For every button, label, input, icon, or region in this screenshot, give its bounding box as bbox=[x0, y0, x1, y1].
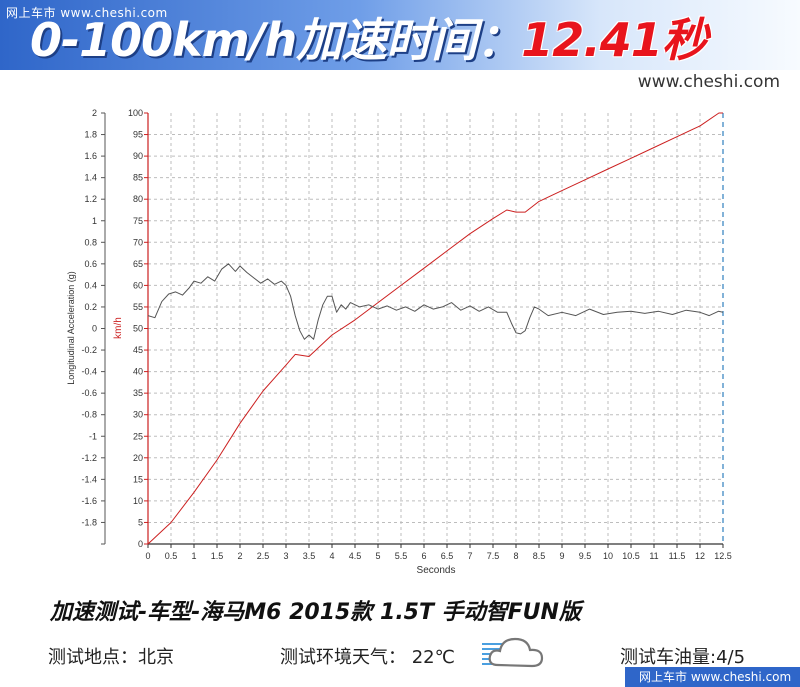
y-left-tick-label: -1.4 bbox=[81, 474, 97, 484]
acceleration-chart: 0 0.5 1 1.5 2 2.5 3 3.5 4 4.5 5 5.5 6 6.5 7 7.5 8 8.5 9 9.5… bbox=[66, 108, 732, 576]
x-tick-label: 7 bbox=[467, 551, 472, 561]
y-left-tick-label: -0.4 bbox=[81, 367, 97, 377]
speed-series-line bbox=[147, 112, 723, 545]
y-right-tick-label: 95 bbox=[133, 130, 143, 140]
y-left-tick-label: -0.2 bbox=[81, 345, 97, 355]
watermark-bottom: 网上车市 www.cheshi.com bbox=[625, 667, 800, 687]
y-right-tick-label: 90 bbox=[133, 151, 143, 161]
y-right-tick-label: 70 bbox=[133, 237, 143, 247]
y-left-tick-label: 1.6 bbox=[84, 151, 97, 161]
y-left-tick-label: -0.8 bbox=[81, 410, 97, 420]
y-right-tick-label: 25 bbox=[133, 431, 143, 441]
y-left-tick-label: 2 bbox=[92, 108, 97, 118]
x-tick-label: 8 bbox=[513, 551, 518, 561]
x-tick-label: 10.5 bbox=[622, 551, 640, 561]
y-left-tick-label: 0.6 bbox=[84, 259, 97, 269]
y-right-tick-label: 45 bbox=[133, 345, 143, 355]
y-left-tick-label: -0.6 bbox=[81, 388, 97, 398]
y-left-tick-label: 1.4 bbox=[84, 173, 97, 183]
y-left-tick-label: -1 bbox=[89, 431, 97, 441]
headline: 0-100km/h加速时间：12.41秒 bbox=[30, 10, 708, 70]
x-tick-label: 6.5 bbox=[441, 551, 454, 561]
chart-grid bbox=[148, 113, 723, 544]
cloud-icon bbox=[482, 637, 544, 668]
y-right-tick-label: 35 bbox=[133, 388, 143, 398]
headline-value: 12.41 bbox=[521, 13, 663, 67]
x-tick-label: 11.5 bbox=[669, 551, 686, 561]
y-axis-right-label: km/h bbox=[113, 317, 124, 339]
x-tick-label: 8.5 bbox=[533, 551, 546, 561]
x-tick-label: 5 bbox=[375, 551, 380, 561]
headline-unit: 秒 bbox=[661, 13, 708, 67]
x-axis-label: Seconds bbox=[417, 565, 456, 576]
x-tick-label: 10 bbox=[603, 551, 613, 561]
x-tick-label: 6 bbox=[421, 551, 426, 561]
y-left-tick-label: -1.2 bbox=[81, 453, 97, 463]
y-left-tick-label: 1.8 bbox=[84, 130, 97, 140]
x-tick-label: 3 bbox=[283, 551, 288, 561]
x-tick-label: 1.5 bbox=[211, 551, 224, 561]
test-fuel: 测试车油量:4/5 bbox=[620, 647, 746, 668]
y-left-tick-label: 0.8 bbox=[84, 237, 97, 247]
acceleration-series-line bbox=[147, 263, 724, 340]
chart-lines bbox=[147, 112, 724, 545]
site-mark: www.cheshi.com bbox=[637, 72, 780, 92]
headline-prefix: 0-100km/h加速时间： bbox=[30, 13, 522, 67]
y-left-tick-label: 0 bbox=[92, 324, 97, 334]
x-tick-label: 12 bbox=[695, 551, 705, 561]
x-tick-label: 2 bbox=[237, 551, 242, 561]
x-tick-label: 9.5 bbox=[579, 551, 592, 561]
y-left-tick-label: -1.8 bbox=[81, 517, 97, 527]
y-right-tick-label: 85 bbox=[133, 173, 143, 183]
y-right-tick-label: 30 bbox=[133, 410, 143, 420]
y-right-tick-label: 40 bbox=[133, 367, 143, 377]
y-right-tick-label: 75 bbox=[133, 216, 143, 226]
chart-ticks: 0 0.5 1 1.5 2 2.5 3 3.5 4 4.5 5 5.5 6 6.5 7 7.5 8 8.5 9 9.5… bbox=[81, 108, 731, 561]
y-left-tick-label: 0.2 bbox=[84, 302, 97, 312]
y-left-tick-label: 1 bbox=[92, 216, 97, 226]
x-tick-label: 11 bbox=[649, 551, 658, 561]
test-location: 测试地点：北京 bbox=[48, 647, 174, 668]
header-banner: 网上车市 www.cheshi.com 0-100km/h加速时间：12.41秒 bbox=[0, 0, 800, 70]
x-tick-label: 4.5 bbox=[349, 551, 362, 561]
y-right-tick-label: 100 bbox=[128, 108, 143, 118]
x-tick-label: 2.5 bbox=[257, 551, 270, 561]
test-weather: 测试环境天气： 22℃ bbox=[280, 647, 455, 668]
y-left-tick-label: -1.6 bbox=[81, 496, 97, 506]
y-right-tick-label: 0 bbox=[138, 539, 143, 549]
y-right-tick-label: 65 bbox=[133, 259, 143, 269]
x-tick-label: 3.5 bbox=[303, 551, 316, 561]
x-tick-label: 7.5 bbox=[487, 551, 500, 561]
y-left-tick-label: 1.2 bbox=[84, 194, 97, 204]
y-right-tick-label: 80 bbox=[133, 194, 143, 204]
x-tick-label: 1 bbox=[191, 551, 196, 561]
y-right-tick-label: 60 bbox=[133, 280, 143, 290]
y-right-tick-label: 5 bbox=[138, 517, 143, 527]
test-title: 加速测试-车型-海马M6 2015款 1.5T 手动智FUN版 bbox=[50, 600, 581, 625]
x-tick-label: 12.5 bbox=[714, 551, 732, 561]
watermark-top: 网上车市 www.cheshi.com bbox=[6, 6, 168, 20]
y-right-tick-label: 10 bbox=[133, 496, 143, 506]
y-right-tick-label: 15 bbox=[133, 474, 143, 484]
y-right-tick-label: 55 bbox=[133, 302, 143, 312]
y-right-tick-label: 20 bbox=[133, 453, 143, 463]
y-axis-left-label: Longitudinal Acceleration (g) bbox=[66, 271, 76, 385]
x-tick-label: 0.5 bbox=[165, 551, 178, 561]
x-tick-label: 0 bbox=[145, 551, 150, 561]
y-right-tick-label: 50 bbox=[133, 324, 143, 334]
x-tick-label: 4 bbox=[329, 551, 334, 561]
y-left-tick-label: 0.4 bbox=[84, 280, 97, 290]
x-tick-label: 5.5 bbox=[395, 551, 408, 561]
x-tick-label: 9 bbox=[559, 551, 564, 561]
